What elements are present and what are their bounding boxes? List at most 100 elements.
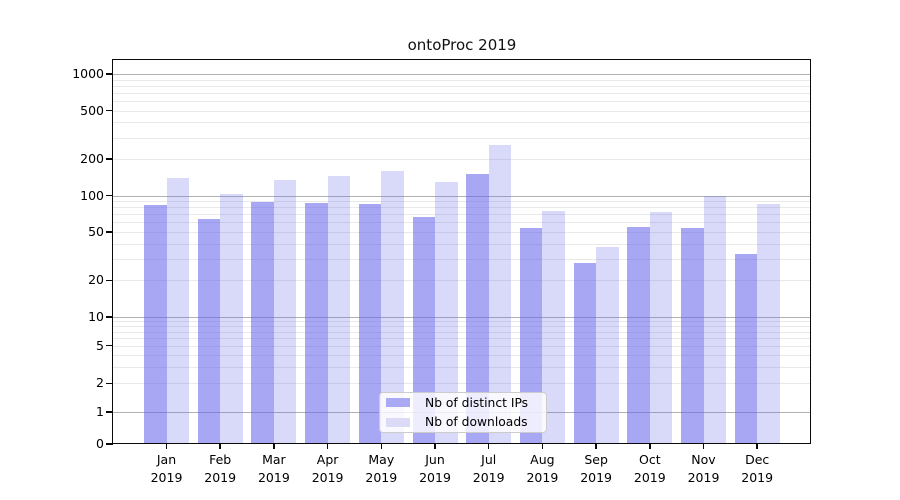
- legend-label-distinct-ips: Nb of distinct IPs: [425, 395, 529, 410]
- x-tick-label-dec: Dec 2019: [741, 452, 774, 485]
- gridline-minor-y-7: [113, 331, 811, 333]
- chart-title: ontoProc 2019: [407, 36, 517, 54]
- y-tick-mark-200: [106, 158, 113, 160]
- gridline-major-y-10: [113, 317, 811, 318]
- bar-distinct-ips-jan: [144, 204, 167, 444]
- x-tick-mark-jun: [434, 444, 436, 449]
- bar-distinct-ips-aug: [519, 228, 543, 444]
- gridline-minor-y-80: [113, 207, 811, 209]
- bar-distinct-ips-dec: [734, 254, 758, 444]
- x-tick-mark-aug: [541, 444, 544, 449]
- gridline-minor-y-6: [113, 338, 811, 340]
- y-tick-mark-5: [106, 344, 113, 347]
- gridline-minor-y-60: [113, 222, 811, 224]
- x-tick-mark-feb: [219, 444, 221, 449]
- legend-item-distinct-ips: Nb of distinct IPs: [380, 393, 546, 413]
- x-tick-label-apr: Apr 2019: [311, 452, 344, 485]
- x-tick-label-oct: Oct 2019: [633, 452, 666, 485]
- bar-distinct-ips-mar: [251, 202, 274, 444]
- y-tick-mark-2: [106, 382, 113, 385]
- bar-downloads-dec: [757, 204, 780, 444]
- bar-downloads-nov: [703, 195, 726, 444]
- bar-downloads-aug: [542, 210, 565, 444]
- bar-distinct-ips-oct: [627, 227, 650, 444]
- gridline-minor-y-500: [113, 110, 811, 112]
- bar-distinct-ips-feb: [197, 219, 221, 444]
- x-tick-label-feb: Feb 2019: [204, 452, 237, 485]
- gridline-minor-y-800: [113, 85, 811, 87]
- legend-swatch-distinct-ips: [386, 398, 410, 408]
- y-tick-label-20: 20: [88, 272, 104, 288]
- y-tick-label-50: 50: [88, 224, 104, 240]
- x-tick-mark-oct: [649, 444, 651, 449]
- y-tick-label-500: 500: [80, 102, 104, 118]
- bar-downloads-sep: [596, 246, 619, 444]
- y-tick-label-5: 5: [96, 337, 104, 353]
- y-tick-label-1: 1: [96, 404, 104, 419]
- bar-distinct-ips-apr: [305, 203, 328, 444]
- x-tick-label-sep: Sep 2019: [580, 452, 612, 485]
- legend: Nb of distinct IPs Nb of downloads: [379, 392, 547, 433]
- y-tick-mark-1: [106, 411, 113, 413]
- bar-downloads-mar: [273, 180, 297, 444]
- x-tick-mark-may: [380, 444, 383, 449]
- y-tick-mark-20: [106, 279, 113, 282]
- legend-label-downloads: Nb of downloads: [425, 415, 528, 430]
- x-tick-label-jul: Jul 2019: [472, 452, 505, 485]
- gridline-minor-y-200: [113, 158, 811, 160]
- y-tick-label-0: 0: [96, 436, 104, 451]
- y-tick-mark-10: [106, 316, 113, 318]
- x-tick-label-mar: Mar 2019: [257, 452, 290, 485]
- gridline-minor-y-600: [113, 100, 811, 102]
- gridline-minor-y-90: [113, 201, 811, 203]
- x-tick-mark-dec: [756, 444, 758, 449]
- gridline-minor-y-300: [113, 137, 811, 139]
- x-tick-label-aug: Aug 2019: [526, 452, 559, 485]
- gridline-minor-y-2: [113, 383, 811, 385]
- bar-distinct-ips-may: [358, 204, 382, 444]
- gridline-minor-y-30: [113, 259, 811, 261]
- y-tick-mark-0: [106, 443, 113, 445]
- y-tick-mark-100: [106, 194, 113, 197]
- x-tick-mark-mar: [273, 444, 275, 449]
- bar-downloads-oct: [649, 212, 673, 444]
- gridline-minor-y-70: [113, 214, 811, 216]
- x-tick-mark-sep: [595, 444, 597, 449]
- x-tick-mark-jul: [487, 444, 490, 449]
- gridline-minor-y-50: [113, 232, 811, 234]
- x-tick-label-jan: Jan 2019: [150, 452, 183, 485]
- x-tick-mark-apr: [326, 444, 329, 449]
- bar-downloads-may: [381, 171, 404, 444]
- x-tick-label-nov: Nov 2019: [687, 452, 720, 485]
- bar-downloads-jul: [488, 145, 512, 444]
- gridline-minor-y-4: [113, 354, 811, 356]
- gridline-minor-y-700: [113, 92, 811, 94]
- gridline-minor-y-8: [113, 326, 811, 328]
- y-tick-label-100: 100: [80, 187, 104, 203]
- gridline-major-y-1000: [113, 74, 811, 75]
- x-tick-mark-nov: [702, 444, 705, 449]
- y-tick-label-2: 2: [96, 375, 104, 391]
- bar-downloads-jun: [435, 182, 458, 444]
- legend-item-downloads: Nb of downloads: [380, 413, 546, 433]
- gridline-minor-y-400: [113, 122, 811, 124]
- gridline-minor-y-40: [113, 243, 811, 245]
- y-tick-mark-500: [106, 109, 113, 112]
- gridline-minor-y-20: [113, 280, 811, 282]
- gridline-minor-y-900: [113, 79, 811, 81]
- x-tick-mark-jan: [165, 444, 168, 449]
- gridline-minor-y-9: [113, 321, 811, 323]
- gridline-minor-y-3: [113, 366, 811, 368]
- y-tick-mark-1000: [106, 73, 113, 75]
- bar-distinct-ips-jun: [412, 217, 435, 444]
- y-tick-label-1000: 1000: [72, 66, 104, 81]
- plot-area: [113, 60, 811, 444]
- bar-distinct-ips-jul: [466, 173, 489, 444]
- gridline-minor-y-5: [113, 345, 811, 347]
- bar-distinct-ips-sep: [573, 262, 597, 444]
- x-tick-label-may: May 2019: [365, 452, 398, 485]
- y-tick-mark-50: [106, 231, 113, 233]
- bar-downloads-feb: [220, 193, 243, 444]
- gridline-major-y-100: [113, 195, 811, 197]
